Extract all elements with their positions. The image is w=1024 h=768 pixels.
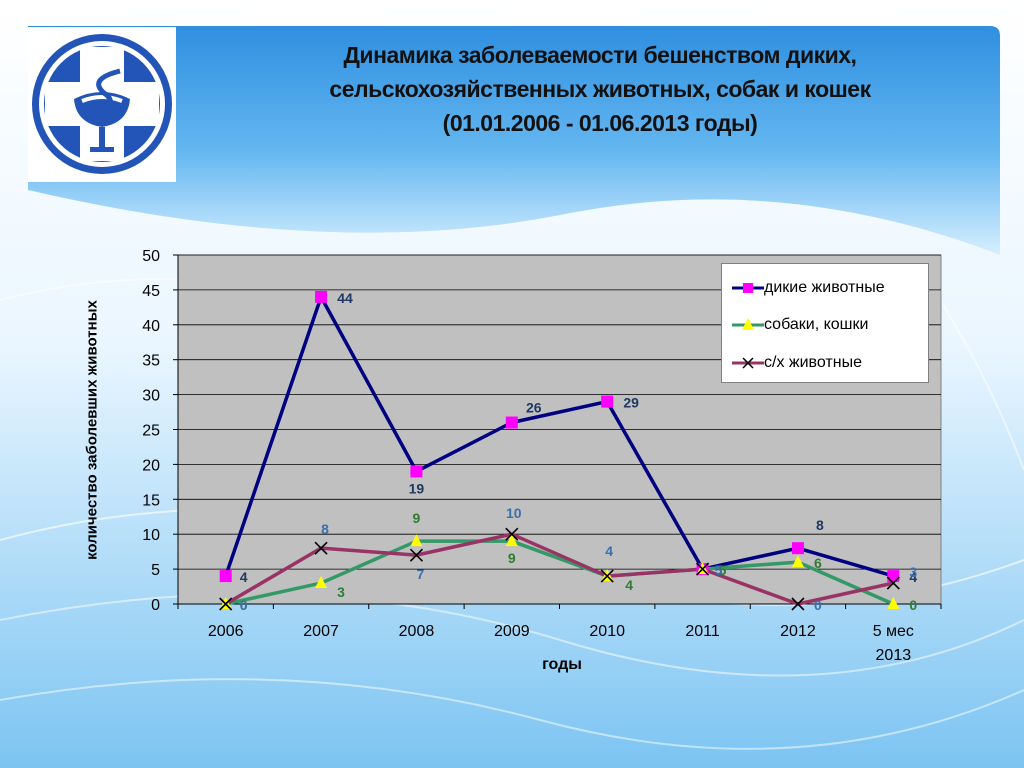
x-tick-label: 2008	[399, 623, 435, 640]
y-tick-label: 10	[142, 527, 160, 544]
data-label-dogs-cats: 9	[508, 550, 516, 566]
legend-swatch-dogs-cats	[732, 318, 764, 330]
data-point-dogs-cats	[505, 534, 518, 547]
x-tick-label: 2006	[208, 623, 244, 640]
data-label-wild: 26	[526, 400, 542, 416]
data-label-wild: 4	[240, 569, 248, 585]
y-tick-label: 5	[151, 562, 160, 579]
data-point-dogs-cats	[887, 597, 900, 609]
data-label-dogs-cats: 5	[719, 562, 727, 578]
y-tick-label: 0	[151, 597, 160, 614]
legend-label-farm: с/х животные	[764, 354, 862, 371]
data-point-farm	[695, 562, 710, 576]
legend-label-wild: дикие животные	[764, 279, 885, 296]
legend-item-wild: дикие животные	[732, 276, 885, 300]
y-tick-label: 20	[142, 457, 160, 474]
chart-legend: дикие животные собаки, кошки с/х животны…	[721, 263, 929, 383]
data-label-dogs-cats: 0	[240, 597, 248, 613]
y-tick-label: 30	[142, 388, 160, 405]
x-tick-label: 5 мес 2013	[873, 623, 914, 664]
x-tick-label: 2011	[685, 623, 720, 640]
data-label-wild: 44	[337, 290, 353, 306]
legend-item-dogs-cats: собаки, кошки	[732, 313, 868, 337]
x-tick-label: 2012	[780, 623, 816, 640]
data-point-farm	[505, 527, 519, 541]
data-label-farm: 4	[605, 543, 613, 559]
data-label-farm: 3	[909, 564, 917, 580]
title-line-2: сельскохозяйственных животных, собак и к…	[329, 76, 871, 102]
y-tick-label: 50	[142, 248, 160, 265]
data-point-wild	[315, 290, 328, 303]
data-point-farm	[314, 541, 328, 555]
series-line-0	[224, 295, 894, 578]
data-label-farm: 0	[240, 597, 248, 613]
data-label-wild: 5	[715, 562, 723, 578]
data-point-wild	[410, 465, 423, 478]
data-label-dogs-cats: 3	[337, 584, 345, 600]
title-line-3: (01.01.2006 - 01.06.2013 годы)	[442, 110, 758, 136]
data-point-dogs-cats	[791, 555, 804, 568]
data-label-wild: 29	[623, 395, 639, 411]
legend-swatch-farm	[732, 357, 764, 369]
data-point-farm	[791, 597, 805, 611]
y-tick-label: 45	[142, 283, 160, 300]
data-label-dogs-cats: 4	[625, 577, 633, 593]
data-point-wild	[505, 416, 518, 429]
legend-item-farm: с/х животные	[732, 351, 862, 375]
slide-title: Динамика заболеваемости бешенством диких…	[250, 38, 950, 140]
title-line-1: Динамика заболеваемости бешенством диких…	[343, 42, 857, 68]
x-tick-label: 2009	[494, 623, 530, 640]
medical-cross-bowl-snake-icon	[32, 34, 172, 174]
legend-label-dogs-cats: собаки, кошки	[764, 316, 869, 333]
data-label-dogs-cats: 9	[413, 510, 421, 526]
data-label-dogs-cats: 0	[909, 597, 917, 613]
data-label-wild: 4	[909, 569, 917, 585]
data-point-farm	[600, 569, 614, 583]
y-tick-label: 25	[142, 423, 160, 440]
data-point-farm	[886, 576, 900, 590]
legend-swatch-wild	[732, 283, 764, 293]
data-label-farm: 10	[506, 505, 522, 521]
data-label-farm: 5	[715, 562, 723, 578]
data-label-farm: 0	[814, 597, 822, 613]
x-tick-label: 2010	[589, 623, 625, 640]
series-line-2	[224, 532, 894, 606]
logo	[28, 27, 176, 182]
data-point-farm	[219, 597, 233, 611]
data-label-wild: 19	[409, 480, 425, 496]
x-axis-label: годы	[542, 656, 582, 673]
y-tick-label: 15	[142, 492, 160, 509]
data-point-wild	[791, 542, 804, 555]
data-point-dogs-cats	[410, 534, 423, 547]
x-tick-label: 2007	[303, 623, 339, 640]
data-label-wild: 8	[816, 517, 824, 533]
series-line-1	[225, 539, 895, 606]
y-tick-label: 40	[142, 318, 160, 335]
y-tick-label: 35	[142, 353, 160, 370]
data-point-wild	[219, 570, 232, 583]
y-axis-label: количество заболевших животных	[83, 300, 101, 560]
data-point-wild	[887, 570, 900, 583]
data-point-dogs-cats	[315, 576, 328, 589]
data-label-farm: 8	[321, 521, 329, 537]
data-point-wild	[601, 395, 614, 408]
data-point-farm	[409, 548, 424, 562]
data-label-farm: 7	[417, 566, 425, 582]
data-label-dogs-cats: 6	[814, 555, 822, 571]
